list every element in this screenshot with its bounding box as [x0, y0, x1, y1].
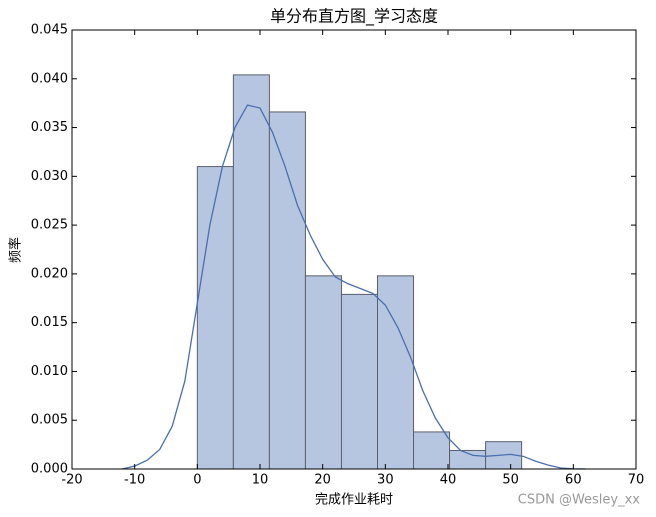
bar — [232, 74, 270, 470]
bar — [340, 293, 379, 470]
plot-frame — [71, 29, 637, 470]
y-tick-label: 0.045 — [31, 23, 68, 38]
y-tick-label: 0.010 — [31, 364, 68, 379]
y-tick-label: 0.005 — [31, 413, 68, 428]
chart-title: 单分布直方图_学习态度 — [270, 7, 438, 27]
x-tick-label: 70 — [628, 473, 645, 488]
y-tick-label: 0.040 — [31, 71, 68, 86]
kde-line — [121, 104, 586, 470]
watermark: CSDN @Wesley_xx — [518, 493, 641, 508]
x-axis-label: 完成作业耗时 — [315, 493, 393, 508]
x-tick-label: -10 — [124, 473, 145, 488]
bar — [268, 111, 306, 470]
x-tick-label: 60 — [565, 473, 582, 488]
x-tick-label: 30 — [377, 473, 394, 488]
bar — [196, 166, 234, 470]
y-tick-label: 0.020 — [31, 266, 68, 281]
y-tick-label: 0.015 — [31, 315, 68, 330]
y-tick-label: 0.000 — [31, 462, 68, 477]
y-axis-label: 频率 — [8, 237, 24, 263]
y-tick-label: 0.025 — [31, 218, 68, 233]
x-tick-label: -20 — [61, 473, 82, 488]
bar — [413, 431, 451, 470]
x-tick-label: 10 — [252, 473, 269, 488]
x-tick-label: 40 — [440, 473, 457, 488]
y-tick-label: 0.030 — [31, 169, 68, 184]
x-tick-label: 20 — [314, 473, 331, 488]
bar — [304, 275, 342, 470]
bar — [377, 275, 415, 470]
x-tick-label: 0 — [193, 473, 201, 488]
y-tick-label: 0.035 — [31, 120, 68, 135]
x-tick-label: 50 — [502, 473, 519, 488]
